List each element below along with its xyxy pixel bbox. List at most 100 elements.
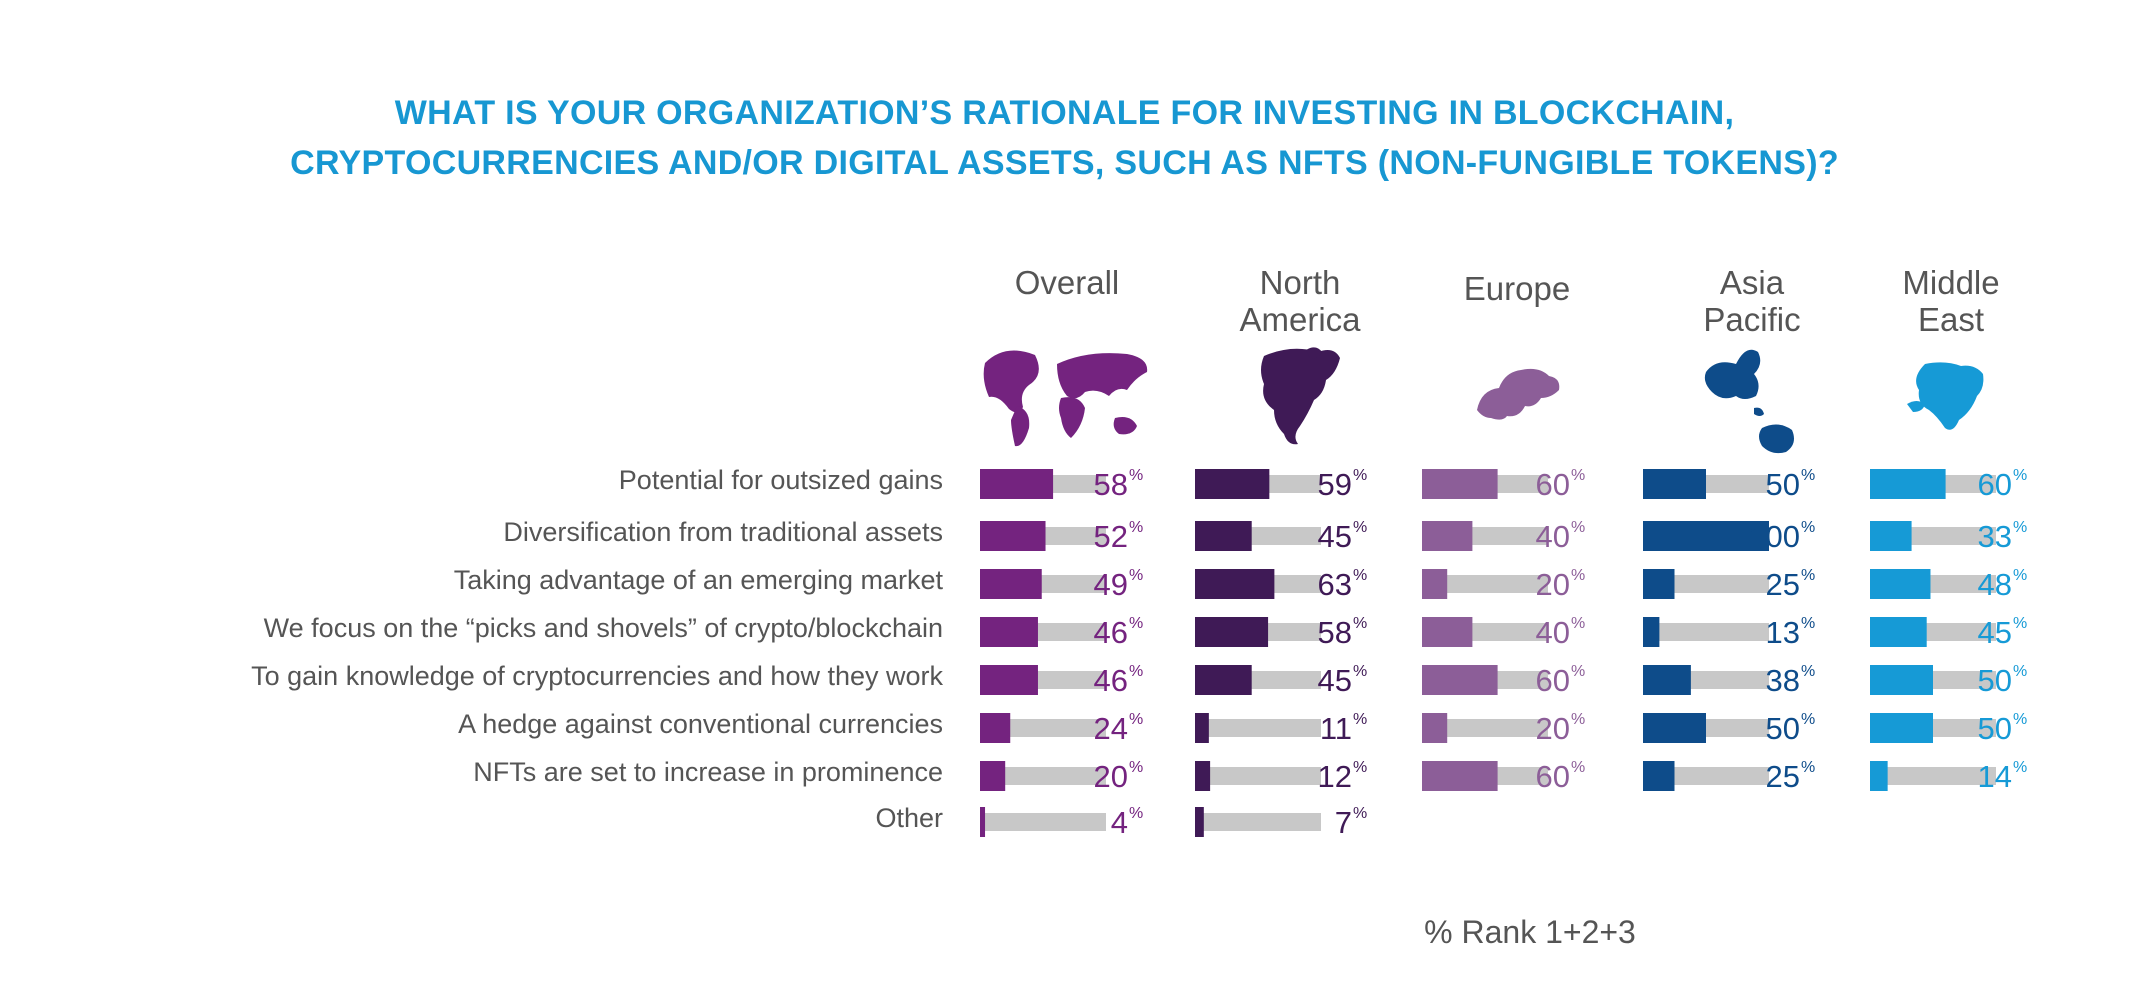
- percent-sign: %: [2013, 567, 2027, 584]
- row-label: Potential for outsized gains: [619, 465, 943, 495]
- percent-sign: %: [1571, 567, 1585, 584]
- asia-pacific-map-icon: [1704, 349, 1794, 454]
- bar: [1195, 665, 1252, 695]
- data-label: 7: [1335, 805, 1352, 840]
- data-label: 49: [1094, 567, 1128, 602]
- row-label: Diversification from traditional assets: [503, 517, 943, 547]
- data-label: 50: [1766, 467, 1800, 502]
- percent-sign: %: [2013, 663, 2027, 680]
- data-label: 40: [1536, 615, 1570, 650]
- data-label: 11: [1320, 711, 1352, 746]
- series-header: America: [1239, 301, 1361, 338]
- bar: [1870, 569, 1931, 599]
- percent-sign: %: [1801, 711, 1815, 728]
- bar: [1195, 807, 1204, 837]
- percent-sign: %: [1129, 615, 1143, 632]
- percent-sign: %: [1571, 759, 1585, 776]
- bar: [1643, 569, 1675, 599]
- bar: [980, 713, 1011, 743]
- bar-track: [1195, 719, 1321, 737]
- data-label: 59: [1318, 467, 1352, 502]
- percent-sign: %: [1571, 663, 1585, 680]
- bar-track: [980, 813, 1106, 831]
- bar: [1422, 713, 1448, 743]
- percent-sign: %: [1801, 615, 1815, 632]
- data-label: 45: [1978, 615, 2012, 650]
- bar: [1195, 469, 1270, 499]
- percent-sign: %: [2013, 759, 2027, 776]
- percent-sign: %: [1571, 615, 1585, 632]
- bar: [1422, 617, 1473, 647]
- percent-sign: %: [1801, 467, 1815, 484]
- percent-sign: %: [1571, 519, 1585, 536]
- chart-title: WHAT IS YOUR ORGANIZATION’S RATIONALE FO…: [0, 88, 2129, 188]
- percent-sign: %: [2013, 711, 2027, 728]
- bar: [1195, 617, 1269, 647]
- bar: [980, 665, 1038, 695]
- bar: [980, 569, 1042, 599]
- data-label: 45: [1318, 519, 1352, 554]
- bar: [1422, 761, 1498, 791]
- middle-east-map-icon: [1907, 362, 1984, 430]
- data-label: 100: [1748, 519, 1800, 554]
- data-label: 25: [1766, 567, 1800, 602]
- bar: [1195, 713, 1209, 743]
- row-label: Taking advantage of an emerging market: [454, 565, 944, 595]
- row-label: Other: [875, 803, 943, 833]
- data-label: 38: [1766, 663, 1800, 698]
- data-label: 60: [1978, 467, 2012, 502]
- percent-sign: %: [1353, 805, 1367, 822]
- bar-track: [980, 719, 1106, 737]
- data-label: 25: [1766, 759, 1800, 794]
- bar: [980, 617, 1038, 647]
- data-label: 13: [1766, 615, 1800, 650]
- data-label: 60: [1536, 467, 1570, 502]
- bar-track: [980, 767, 1106, 785]
- europe-map-icon: [1477, 368, 1560, 420]
- percent-sign: %: [1129, 519, 1143, 536]
- bar: [980, 807, 986, 837]
- bar-track: [1195, 767, 1321, 785]
- data-label: 12: [1318, 759, 1352, 794]
- bar: [1195, 521, 1252, 551]
- bar: [1643, 713, 1706, 743]
- bar: [1643, 617, 1660, 647]
- bar: [980, 761, 1006, 791]
- data-label: 40: [1536, 519, 1570, 554]
- data-label: 60: [1536, 663, 1570, 698]
- data-label: 48: [1978, 567, 2012, 602]
- percent-sign: %: [2013, 467, 2027, 484]
- percent-sign: %: [1801, 663, 1815, 680]
- data-label: 46: [1094, 663, 1128, 698]
- data-label: 63: [1318, 567, 1352, 602]
- percent-sign: %: [1129, 805, 1143, 822]
- bar: [1643, 761, 1675, 791]
- data-label: 52: [1094, 519, 1128, 554]
- series-header: Middle: [1902, 264, 1999, 301]
- percent-sign: %: [1129, 567, 1143, 584]
- world-map-icon: [983, 350, 1148, 447]
- data-label: 33: [1978, 519, 2012, 554]
- percent-sign: %: [1129, 467, 1143, 484]
- bar: [1422, 569, 1448, 599]
- percent-sign: %: [2013, 615, 2027, 632]
- percent-sign: %: [1129, 711, 1143, 728]
- row-label: NFTs are set to increase in prominence: [473, 757, 943, 787]
- data-label: 24: [1094, 711, 1128, 746]
- data-label: 45: [1318, 663, 1352, 698]
- region-maps: [983, 347, 1984, 454]
- data-label: 46: [1094, 615, 1128, 650]
- percent-sign: %: [1129, 759, 1143, 776]
- series-header: Europe: [1464, 270, 1570, 307]
- title-line-2: CRYPTOCURRENCIES AND/OR DIGITAL ASSETS, …: [290, 144, 1839, 182]
- percent-sign: %: [1571, 467, 1585, 484]
- bar: [1422, 469, 1498, 499]
- bar: [1870, 713, 1933, 743]
- data-label: 50: [1978, 663, 2012, 698]
- bar: [1870, 761, 1888, 791]
- percent-sign: %: [1353, 663, 1367, 680]
- bar: [1422, 665, 1498, 695]
- bar: [980, 521, 1046, 551]
- bar: [1643, 469, 1706, 499]
